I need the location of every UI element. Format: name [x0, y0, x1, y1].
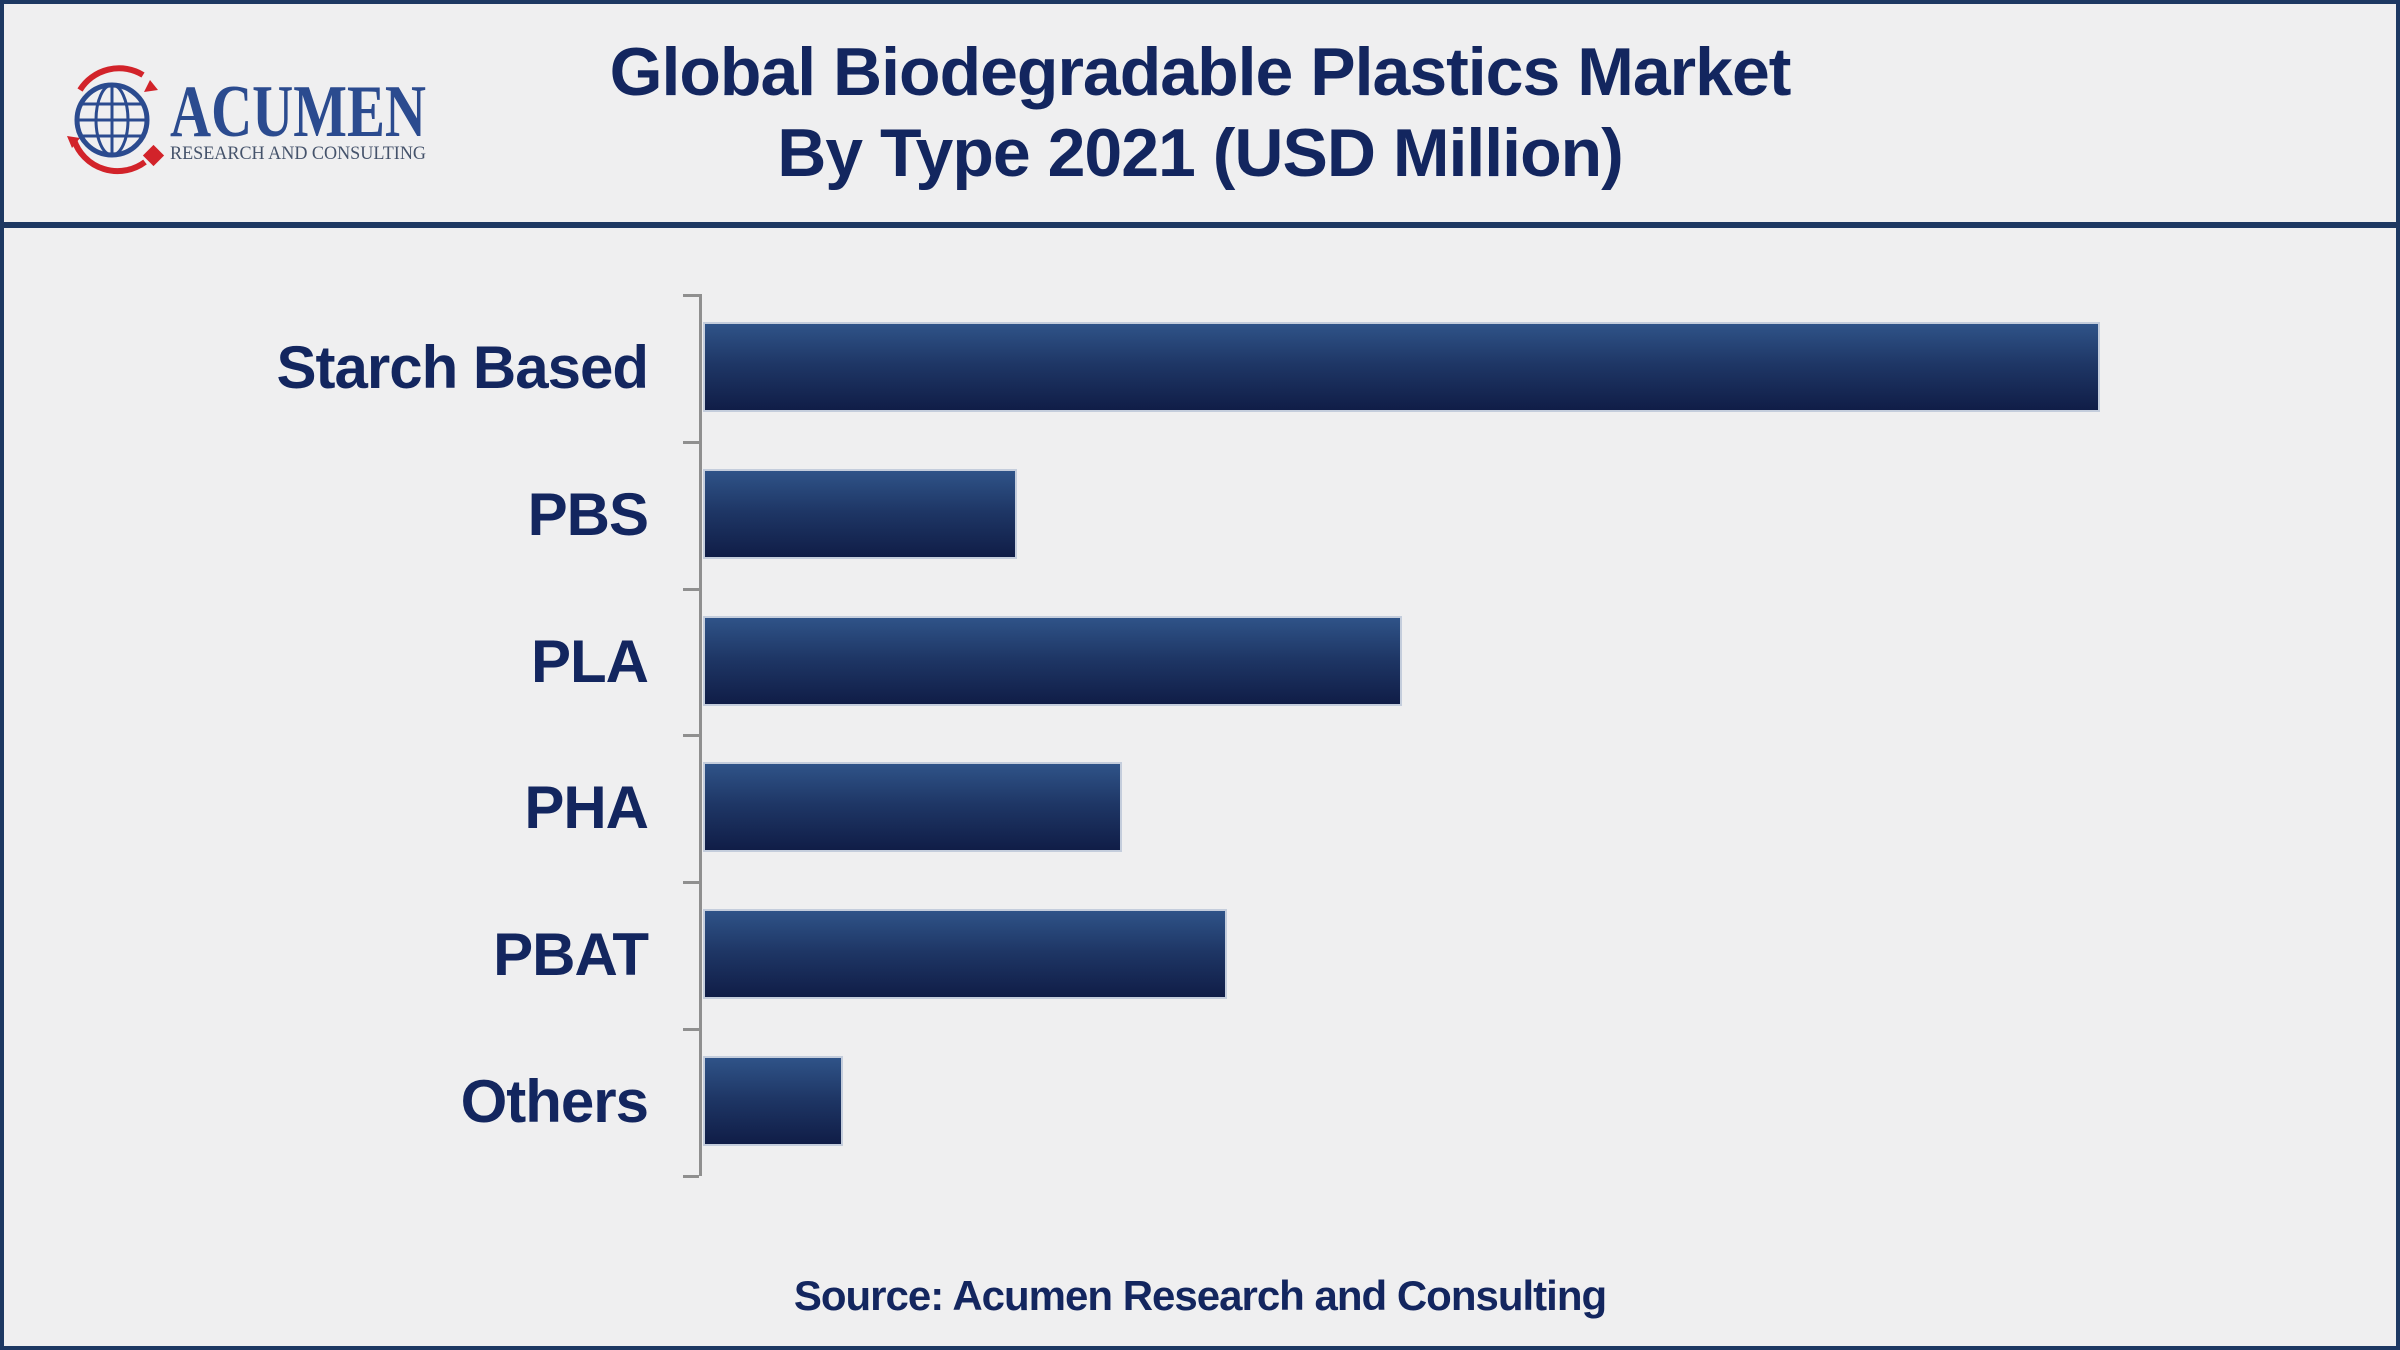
axis-tick [683, 1175, 699, 1178]
header-divider [0, 222, 2400, 228]
logo-diamond [142, 144, 165, 167]
globe-icon [74, 82, 150, 158]
bar-starch-based [703, 322, 2100, 412]
chart-title: Global Biodegradable Plastics Market By … [0, 32, 2400, 194]
acumen-logo: ACUMEN RESEARCH AND CONSULTING [66, 62, 446, 184]
category-label-pha: PHA [524, 774, 649, 842]
category-label-pbat: PBAT [493, 921, 649, 989]
category-label-starch-based: Starch Based [276, 334, 650, 401]
category-label-others: Others [460, 1068, 649, 1135]
logo-tagline-text: RESEARCH AND CONSULTING [170, 143, 426, 164]
axis-tick [683, 881, 699, 884]
source-text: Source: Acumen Research and Consulting [793, 1272, 1607, 1319]
axis-tick [683, 294, 699, 297]
chart-title-line2: By Type 2021 (USD Million) [777, 115, 1624, 191]
bar-pbat [703, 909, 1227, 1000]
logo-orbit-arcs [67, 65, 158, 175]
acumen-logo-graphic: ACUMEN RESEARCH AND CONSULTING [67, 65, 426, 175]
bar-others [703, 1056, 843, 1146]
category-axis-line [699, 294, 702, 1176]
chart-title-line1: Global Biodegradable Plastics Market [609, 34, 1792, 110]
logo-brand-text: ACUMEN [170, 71, 426, 153]
bar-pla [703, 615, 1402, 706]
bar-pha [703, 762, 1122, 853]
axis-tick [683, 734, 699, 737]
axis-tick [683, 441, 699, 444]
axis-tick [683, 1028, 699, 1031]
bar-pbs [703, 468, 1017, 559]
category-label-pla: PLA [531, 627, 649, 695]
axis-tick [683, 588, 699, 591]
category-label-pbs: PBS [527, 480, 649, 548]
